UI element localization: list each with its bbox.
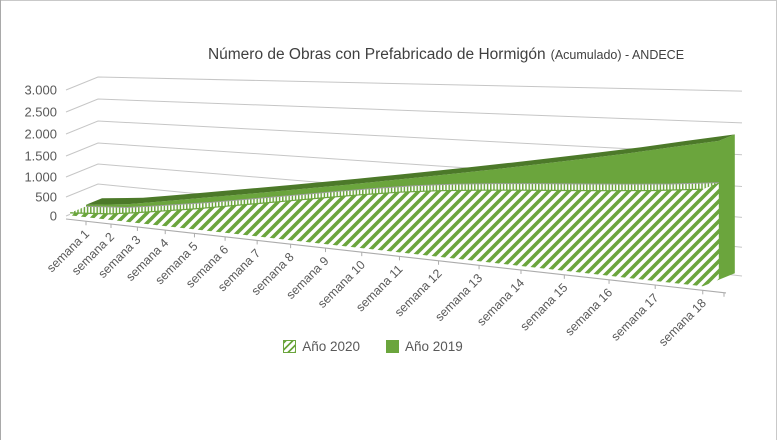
x-tick-label: semana 16	[562, 285, 615, 338]
chart-legend: Año 2020 Año 2019	[0, 339, 763, 354]
y-tick-label: 2.500	[24, 105, 57, 120]
legend-swatch-hatched-icon	[283, 340, 297, 353]
value-axis-labels: 0 500 1.000 1.500 2.000 2.500 3.000	[24, 83, 57, 224]
series-areas	[69, 134, 735, 287]
legend-label-ano-2019: Año 2019	[405, 339, 463, 354]
chart-title-suffix: (Acumulado) - ANDECE	[550, 48, 685, 62]
chart-title-main: Número de Obras con Prefabricado de Horm…	[207, 46, 546, 63]
legend-item-ano-2020[interactable]: Año 2020	[283, 339, 360, 354]
category-axis	[65, 218, 727, 297]
x-axis-line	[65, 218, 727, 294]
gridline	[65, 76, 743, 92]
legend-label-ano-2020: Año 2020	[302, 339, 360, 354]
band-top-edge	[85, 182, 719, 208]
legend-swatch-solid-icon	[386, 340, 399, 353]
series-area-ano-2020-top-band	[70, 182, 719, 214]
x-tick-label: semana 17	[608, 291, 661, 344]
y-tick-label: 500	[35, 190, 57, 205]
series-ano-2020-top-edge	[69, 188, 703, 215]
series-area-ano-2020[interactable]	[70, 182, 719, 287]
y-tick-label: 1.500	[24, 149, 57, 164]
legend-item-ano-2019[interactable]: Año 2019	[386, 339, 463, 354]
y-tick-label: 3.000	[24, 83, 57, 98]
y-tick-label: 2.000	[24, 127, 57, 142]
x-tick-label: semana 15	[517, 280, 570, 333]
y-tick-label: 1.000	[24, 170, 57, 185]
gridline	[65, 120, 743, 156]
series-area-ano-2019-top-rim	[86, 134, 735, 205]
chart-border-right	[776, 0, 777, 440]
chart-title: Número de Obras con Prefabricado de Horm…	[0, 46, 780, 64]
chart-border-top	[0, 0, 777, 1]
y-tick-label: 0	[50, 209, 57, 224]
chart-border-left	[0, 0, 1, 440]
gridline	[65, 98, 743, 124]
